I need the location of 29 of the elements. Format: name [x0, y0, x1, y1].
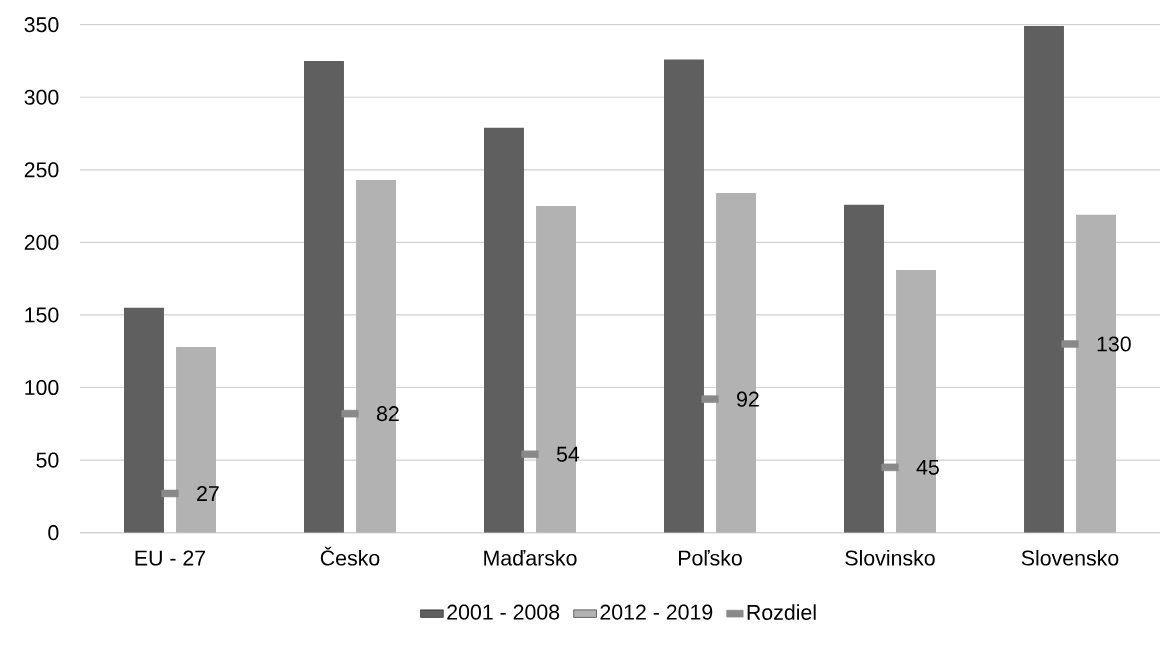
data-label: 82	[376, 406, 399, 422]
data-label: 54	[556, 446, 580, 462]
y-tick-label: 100	[25, 379, 59, 396]
x-tick-label: EU - 27	[135, 550, 206, 566]
legend-label: 2012 - 2019	[600, 604, 713, 620]
x-tick-label: Česko	[320, 546, 380, 566]
legend-label: 2001 - 2008	[447, 604, 560, 620]
y-tick-label: 200	[24, 234, 59, 250]
x-tick-label: Slovinsko	[845, 549, 935, 566]
x-tick-label: Maďarsko	[484, 549, 577, 566]
y-tick-label: 50	[36, 452, 59, 468]
bar	[304, 60, 344, 533]
bar	[1024, 26, 1064, 533]
data-label: 45	[916, 459, 939, 475]
legend-label: Rozdiel	[747, 604, 816, 620]
y-tick-label: 250	[24, 162, 59, 178]
x-tick-label: Slovensko	[1021, 549, 1119, 566]
y-tick-label: 300	[24, 89, 59, 105]
bar	[844, 204, 884, 533]
bar	[664, 59, 704, 533]
x-tick-label: Poľsko	[679, 549, 742, 566]
bar	[484, 127, 524, 533]
bar	[124, 307, 164, 533]
data-label: 130	[1097, 336, 1131, 352]
data-label: 92	[737, 391, 759, 407]
data-label: 27	[197, 486, 219, 501]
y-tick-label: 350	[24, 17, 59, 33]
y-tick-label: 150	[25, 307, 59, 323]
y-tick-label: 0	[48, 525, 59, 541]
